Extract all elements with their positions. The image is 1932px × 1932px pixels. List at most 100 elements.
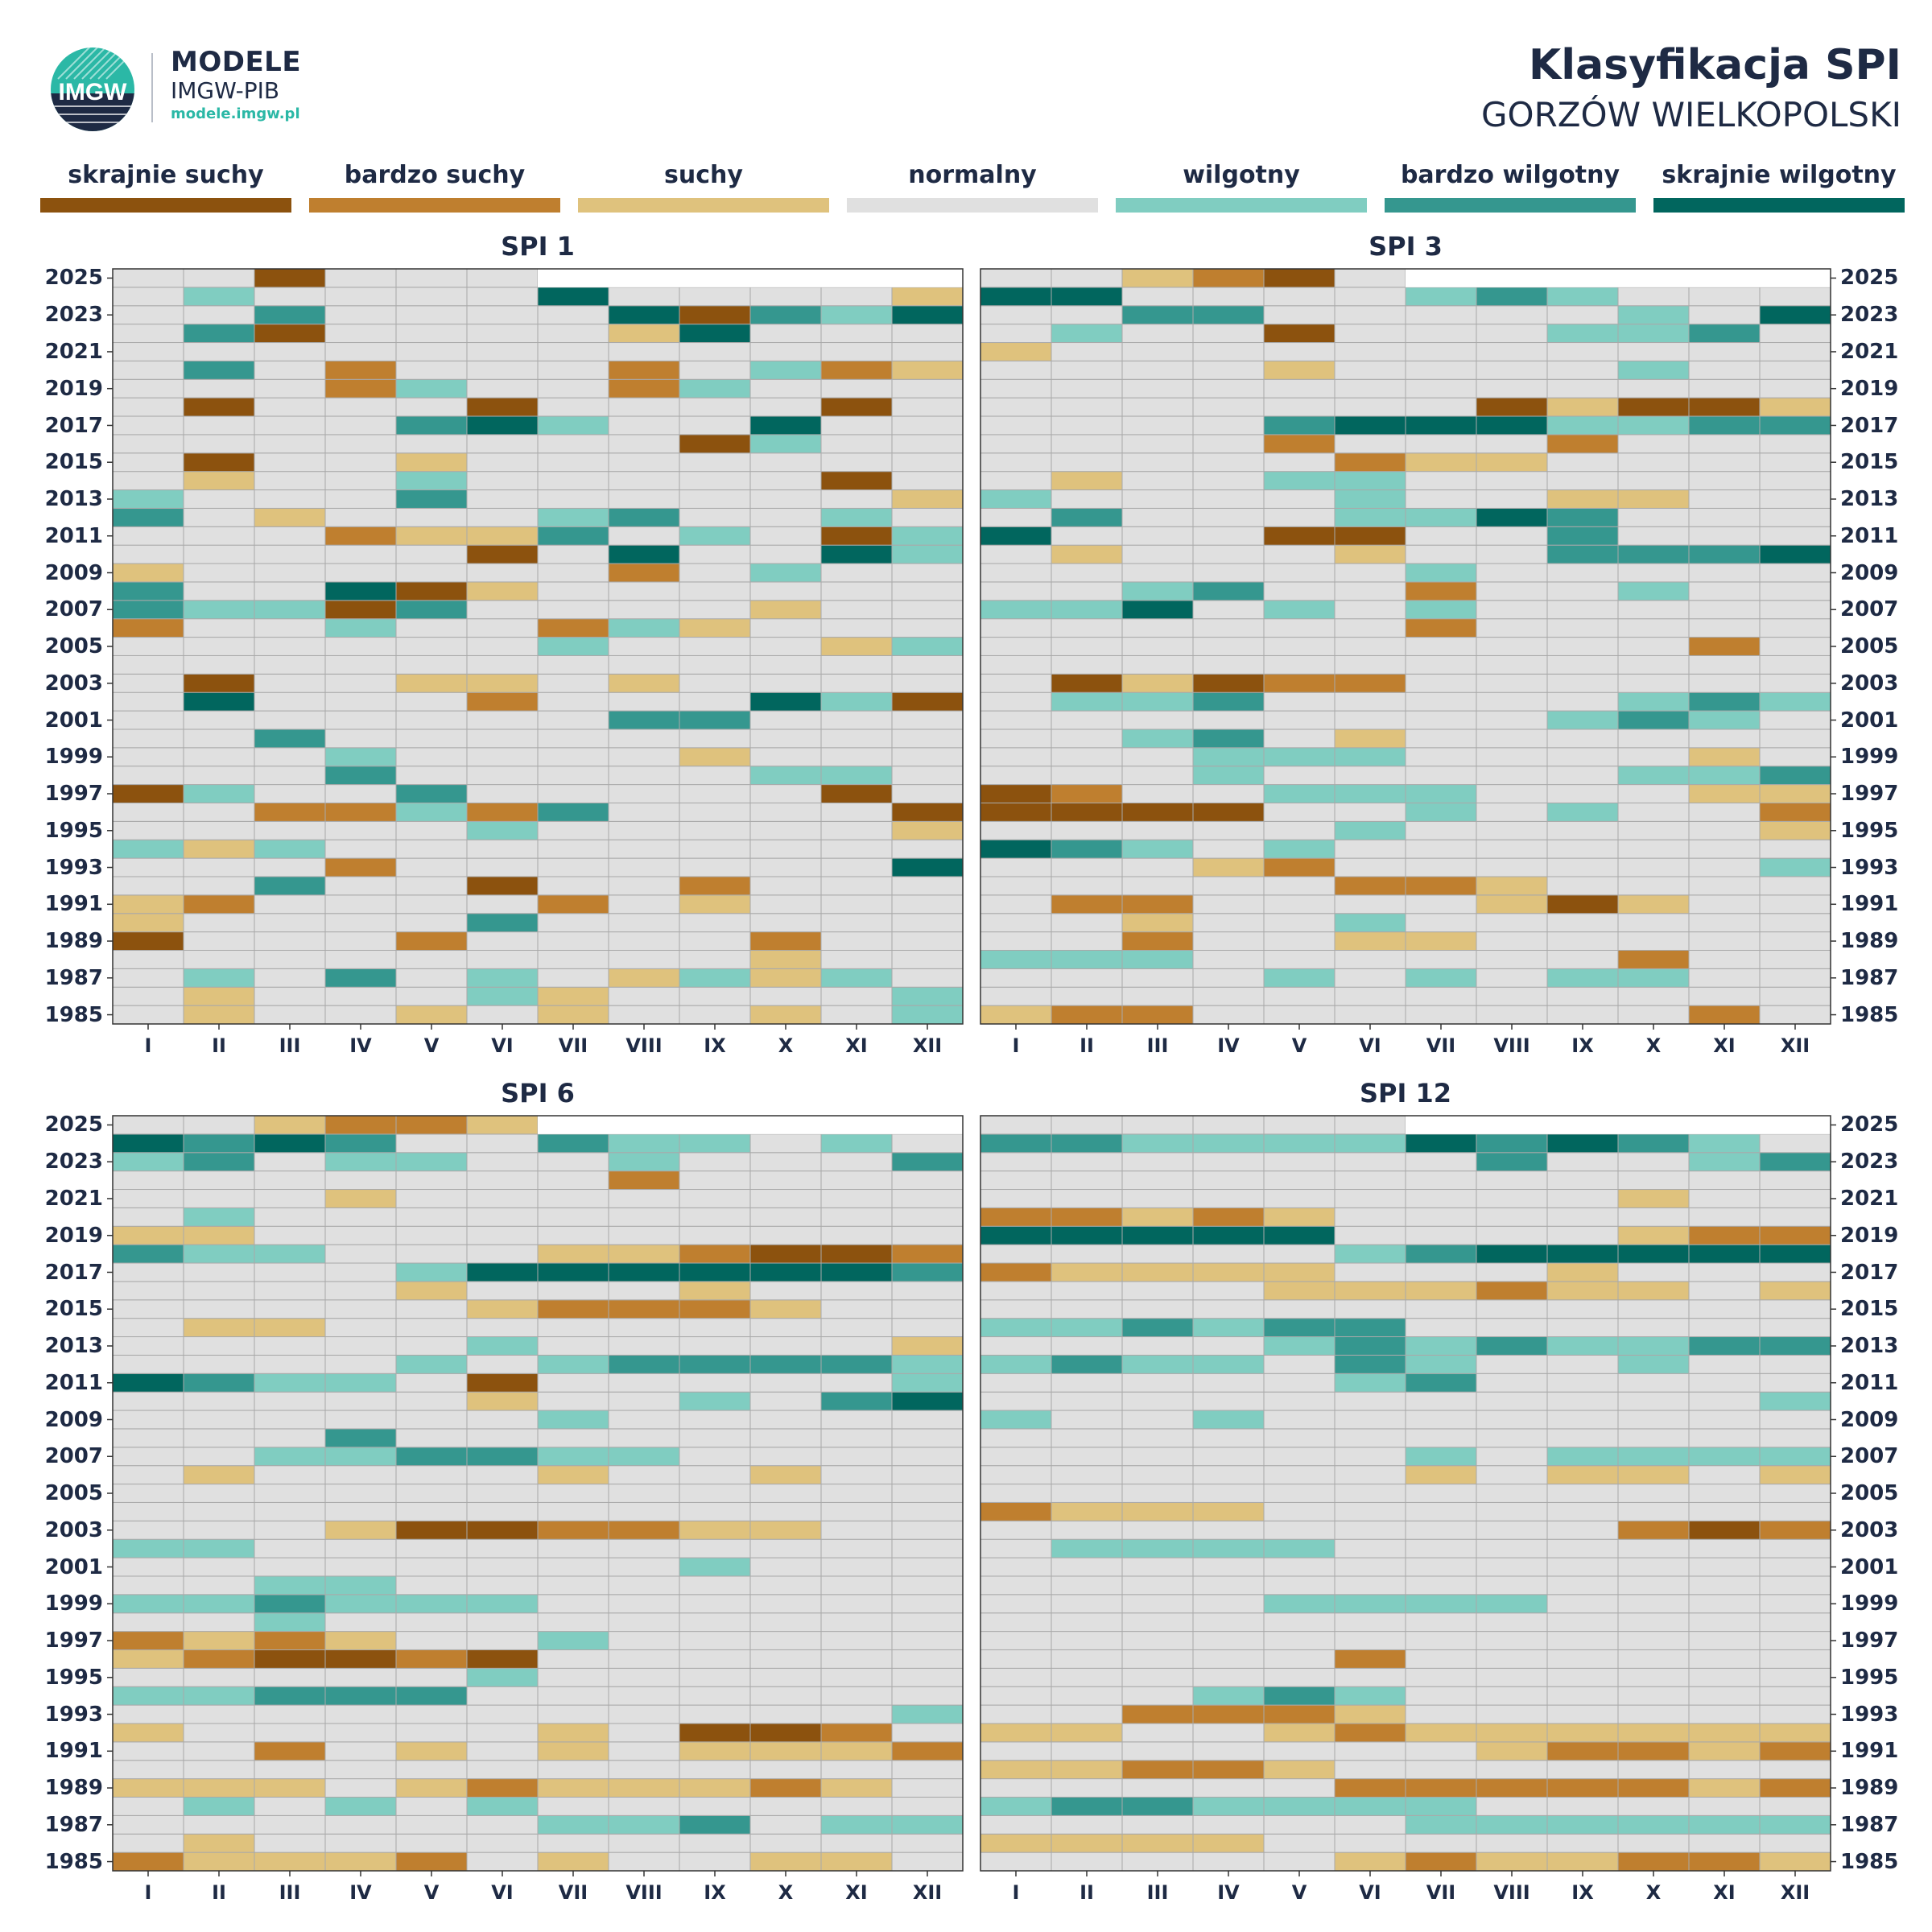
heatmap-cell xyxy=(1192,673,1265,693)
heatmap-cell xyxy=(980,581,1052,601)
heatmap-cell xyxy=(749,471,822,491)
heatmap-cell xyxy=(1051,820,1123,840)
heatmap-cell xyxy=(1546,1281,1619,1301)
heatmap-cell xyxy=(1334,287,1406,307)
heatmap-cell xyxy=(749,415,822,436)
heatmap-cell xyxy=(183,1520,255,1540)
heatmap-cell xyxy=(254,507,326,527)
x-tick-label: IX xyxy=(1571,1034,1594,1057)
heatmap-cell xyxy=(679,360,751,380)
heatmap-cell xyxy=(466,931,539,951)
heatmap-cell xyxy=(466,1814,539,1835)
heatmap-cell xyxy=(1405,637,1477,656)
heatmap-cell xyxy=(395,563,468,583)
heatmap-cell xyxy=(1546,876,1619,896)
heatmap-cell xyxy=(324,820,397,840)
heatmap-cell xyxy=(1405,1262,1477,1282)
heatmap-cell xyxy=(749,820,822,840)
heatmap-cell xyxy=(1546,802,1619,822)
heatmap-cell xyxy=(679,1336,751,1356)
heatmap-cell xyxy=(1121,1391,1194,1411)
heatmap-cell xyxy=(1192,913,1265,933)
heatmap-cell xyxy=(1334,654,1406,675)
heatmap-cell xyxy=(1263,637,1335,656)
heatmap-cell xyxy=(1688,1778,1761,1798)
heatmap-cell xyxy=(183,1852,255,1872)
heatmap-cell xyxy=(324,710,397,730)
heatmap-cell xyxy=(1121,1281,1194,1301)
heatmap-cell xyxy=(466,1778,539,1798)
heatmap-cell xyxy=(254,1170,326,1191)
heatmap-cell xyxy=(608,1520,680,1540)
heatmap-cell xyxy=(1546,489,1619,509)
heatmap-cell xyxy=(1476,1244,1548,1264)
heatmap-cell xyxy=(1121,1299,1194,1319)
heatmap-cell xyxy=(820,1501,893,1521)
heatmap-cell xyxy=(679,1189,751,1208)
heatmap-cell xyxy=(1759,784,1831,803)
heatmap-cell xyxy=(183,784,255,803)
heatmap-cell xyxy=(1759,820,1831,840)
heatmap-cell xyxy=(1759,1336,1831,1356)
heatmap-cell xyxy=(466,600,539,620)
heatmap-cell xyxy=(1121,1667,1194,1687)
heatmap-cell xyxy=(1192,654,1265,675)
heatmap-cell xyxy=(820,1612,893,1633)
heatmap-cell xyxy=(1476,986,1548,1006)
heatmap-cell xyxy=(395,342,468,361)
heatmap-cell xyxy=(112,931,184,951)
heatmap-cell xyxy=(891,637,964,656)
heatmap-cell xyxy=(324,766,397,786)
heatmap-cell xyxy=(820,1760,893,1780)
x-tick-label: I xyxy=(144,1034,152,1057)
heatmap-cell xyxy=(1263,1778,1335,1798)
heatmap-cell xyxy=(1334,471,1406,491)
heatmap-cell xyxy=(891,820,964,840)
heatmap-cell xyxy=(609,1116,679,1134)
heatmap-cell xyxy=(1192,1299,1265,1319)
heatmap-cell xyxy=(1051,471,1123,491)
heatmap-cell xyxy=(1759,1833,1831,1853)
heatmap-cell xyxy=(183,618,255,638)
heatmap-cell xyxy=(324,1170,397,1191)
heatmap-cell xyxy=(891,1501,964,1521)
heatmap-cell xyxy=(1688,1520,1761,1540)
x-tick-label: III xyxy=(279,1034,301,1057)
heatmap-cell xyxy=(1051,1796,1123,1816)
heatmap-cell xyxy=(324,1484,397,1503)
legend-label: skrajnie wilgotny xyxy=(1662,161,1897,189)
heatmap-cell xyxy=(395,1501,468,1521)
heatmap-cell xyxy=(749,839,822,859)
heatmap-cell xyxy=(1334,489,1406,509)
heatmap-cell xyxy=(608,507,680,527)
logo-text: IMGW xyxy=(59,79,128,105)
heatmap-cell xyxy=(1263,857,1335,877)
brand-url[interactable]: modele.imgw.pl xyxy=(171,105,300,122)
heatmap-cell xyxy=(1759,839,1831,859)
heatmap-cell xyxy=(112,1336,184,1356)
heatmap-cell xyxy=(1688,654,1761,675)
heatmap-cell xyxy=(395,1225,468,1245)
heatmap-cell xyxy=(820,1207,893,1227)
heatmap-cell xyxy=(1688,1428,1761,1448)
heatmap-cell xyxy=(1476,1152,1548,1172)
heatmap-cell xyxy=(891,1667,964,1687)
heatmap-cell xyxy=(324,1115,397,1135)
heatmap-cell xyxy=(980,1760,1052,1780)
heatmap-cell xyxy=(1263,1686,1335,1706)
heatmap-cell xyxy=(183,526,255,546)
heatmap-cell xyxy=(466,507,539,527)
heatmap-cell xyxy=(679,784,751,803)
heatmap-cell xyxy=(395,1262,468,1282)
heatmap-cell xyxy=(820,1336,893,1356)
heatmap-cell xyxy=(1546,949,1619,969)
heatmap-cell xyxy=(1759,913,1831,933)
heatmap-cell xyxy=(749,931,822,951)
heatmap-cell xyxy=(980,968,1052,988)
legend-swatch xyxy=(40,198,291,213)
heatmap-cell xyxy=(608,1612,680,1633)
y-tick-label: 2015 xyxy=(1840,450,1899,475)
heatmap-cell xyxy=(1476,1575,1548,1596)
heatmap-cell xyxy=(980,654,1052,675)
heatmap-cell xyxy=(466,968,539,988)
